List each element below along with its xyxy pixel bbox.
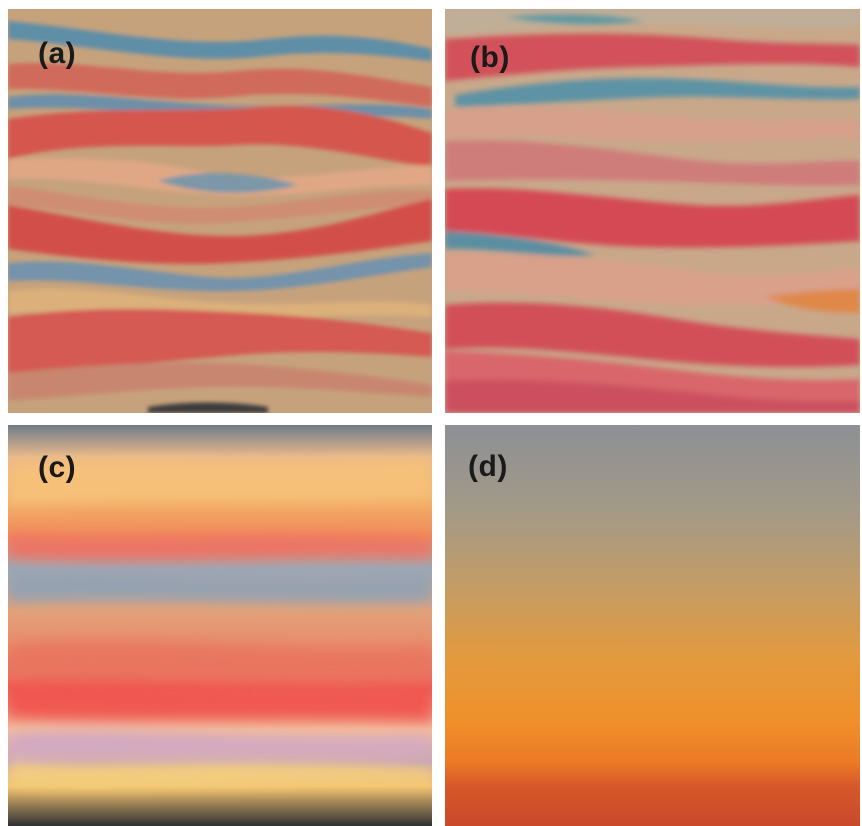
panel-label-c: (c) — [38, 451, 77, 484]
panel-d-photo: (d) — [445, 425, 860, 826]
panel-label-b: (b) — [470, 41, 510, 74]
panel-c-photo: (c) — [8, 425, 432, 826]
painting-a-image — [8, 9, 432, 413]
panel-a-painting: (a) — [8, 9, 432, 413]
panel-label-a: (a) — [38, 37, 77, 70]
sky-photo-c-image — [8, 425, 432, 826]
panel-b-painting: (b) — [445, 9, 860, 413]
painting-b-image — [445, 9, 860, 413]
sky-photo-d-image — [445, 425, 860, 826]
panel-label-d: (d) — [468, 450, 508, 483]
